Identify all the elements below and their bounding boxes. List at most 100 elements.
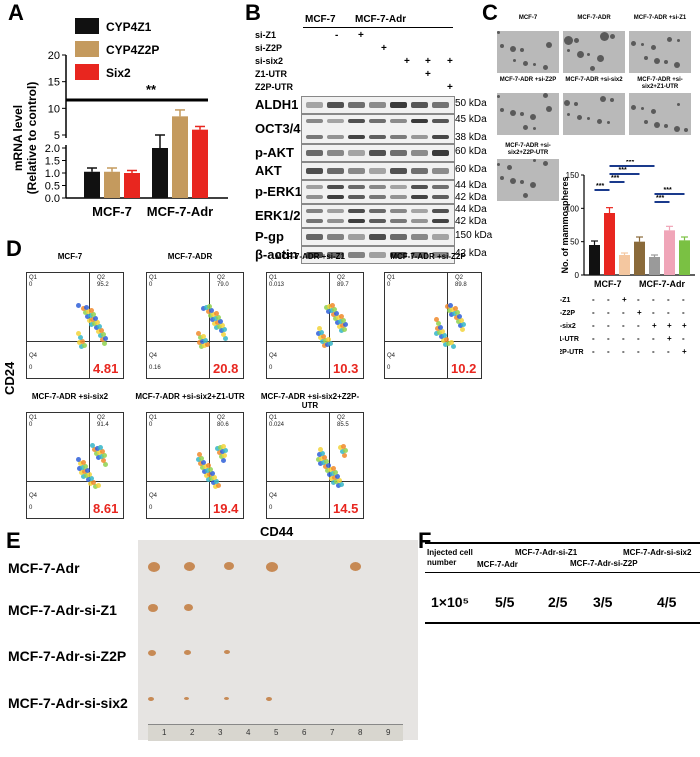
flow-q1-value: 0 [387, 282, 391, 288]
flow-event [201, 460, 206, 465]
mammosphere-cell [651, 109, 656, 114]
flow-q1-label: Q1 [387, 275, 396, 281]
table-col3-header: MCF-7-Adr-si-Z2P [570, 559, 638, 568]
flow-plot-title: MCF-7 [57, 252, 83, 261]
wb-band [306, 219, 323, 223]
mammosphere-cell [651, 45, 656, 50]
flow-event [343, 322, 348, 327]
wb-band [369, 119, 386, 123]
mammosphere-cell [497, 31, 500, 34]
flow-event [450, 307, 455, 312]
y-tick-label: 150 [566, 171, 580, 180]
flow-event [198, 335, 203, 340]
wb-band [432, 119, 449, 123]
wb-treatment-mark: + [425, 69, 431, 80]
treatment-mark: - [622, 347, 625, 356]
flow-event [81, 474, 86, 479]
flow-event [453, 306, 458, 311]
table-cell: 5/5 [495, 594, 515, 610]
flow-event [102, 341, 107, 346]
flow-event [201, 306, 206, 311]
mammosphere-cell [510, 46, 516, 52]
wb-band [327, 185, 344, 189]
flow-plot-area: Q1 0.013 Q2 89.7 Q4 0 10.3 [266, 272, 364, 379]
wb-treatment-mark: + [404, 56, 410, 67]
wb-kda-label: 50 kDa [455, 98, 487, 109]
flow-event [436, 321, 441, 326]
wb-blot [301, 114, 455, 144]
flow-gate-horizontal [147, 341, 243, 342]
flow-q4-value: 0 [149, 505, 153, 511]
flow-event [208, 313, 213, 318]
table-col1-header: MCF-7-Adr [477, 560, 518, 569]
flow-event [319, 456, 324, 461]
flow-event [210, 317, 215, 322]
wb-band [390, 119, 407, 123]
flow-event [324, 459, 329, 464]
wb-group-mcf7: MCF-7 [305, 14, 336, 25]
flow-event [199, 456, 204, 461]
y-axis-label: No. of mammospheres [560, 176, 570, 273]
mammosphere-image [563, 31, 625, 73]
mammosphere-cell [597, 119, 602, 124]
wb-kda-label: 42 kDa [455, 192, 487, 203]
flow-event [86, 477, 91, 482]
wb-band [411, 195, 428, 199]
flow-q2-value: 89.8 [455, 282, 467, 288]
flow-event [79, 344, 84, 349]
flow-event [197, 340, 202, 345]
mammosphere-cell [564, 36, 573, 45]
wb-protein-label: p-AKT [255, 145, 294, 160]
flow-event [216, 483, 221, 488]
treatment-mark: - [652, 308, 655, 317]
treatment-mark: - [682, 295, 685, 304]
flow-event [98, 333, 103, 338]
flow-event [332, 475, 337, 480]
panel-letter-d: D [6, 236, 22, 261]
legend-swatch [75, 18, 99, 34]
wb-band [432, 135, 449, 139]
flow-gate-horizontal [385, 341, 481, 342]
flow-event [334, 479, 339, 484]
flow-event [92, 321, 97, 326]
flow-event [323, 464, 328, 469]
flow-event [329, 308, 334, 313]
mammosphere-cell [546, 42, 552, 48]
flow-event [204, 305, 209, 310]
wb-band [369, 234, 386, 240]
flow-q4-value: 0 [29, 505, 33, 511]
flow-q3-value: 20.8 [213, 361, 239, 376]
treatment-mark: - [622, 334, 625, 343]
flow-q4-label: Q4 [149, 353, 158, 359]
flow-q2-label: Q2 [455, 275, 464, 281]
wb-band [306, 252, 323, 258]
flow-event [99, 454, 104, 459]
wb-band [306, 209, 323, 213]
mammosphere-cell [664, 60, 668, 64]
mammosphere-cell [667, 37, 672, 42]
flow-event [208, 467, 213, 472]
treatment-mark: + [622, 295, 627, 304]
treatment-mark: - [607, 321, 610, 330]
mammosphere-cell [677, 39, 680, 42]
flow-event [98, 445, 103, 450]
mammosphere-image [497, 31, 559, 73]
wb-band [369, 209, 386, 213]
flow-event [84, 473, 89, 478]
flow-event [325, 342, 330, 347]
flow-event [222, 327, 227, 332]
flow-event [221, 332, 226, 337]
flow-event [94, 451, 99, 456]
treatment-mark: - [682, 308, 685, 317]
flow-event [80, 465, 85, 470]
y-tick-label: 15 [48, 77, 60, 89]
mammosphere-image [563, 93, 625, 135]
y-tick-label: 5 [54, 130, 60, 142]
treatment-mark: - [637, 295, 640, 304]
treatment-mark: + [682, 321, 687, 330]
flow-gate-vertical [89, 413, 90, 518]
wb-band [390, 252, 407, 258]
flow-event [320, 451, 325, 456]
flow-event [457, 314, 462, 319]
flow-q4-label: Q4 [269, 353, 278, 359]
